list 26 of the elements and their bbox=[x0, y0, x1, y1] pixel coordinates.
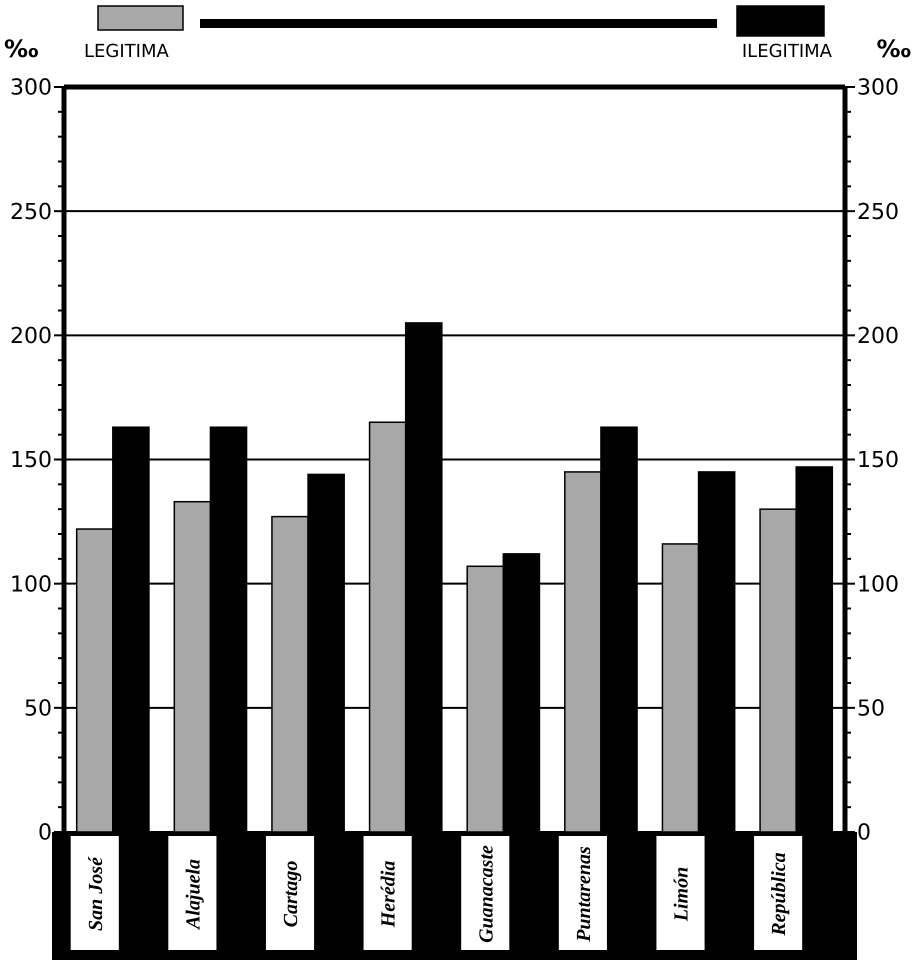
x-tick-label: San José bbox=[84, 856, 107, 931]
x-tick-label: Puntarenas bbox=[572, 846, 595, 943]
y-tick-label: 300 bbox=[10, 76, 52, 101]
y-tick-label: 0 bbox=[38, 820, 52, 846]
y2-tick-label: 50 bbox=[857, 696, 885, 722]
y2-tick-label: 300 bbox=[857, 76, 899, 101]
y-tick-label: 200 bbox=[10, 324, 52, 350]
legend-label: ILEGITIMA bbox=[742, 41, 833, 62]
x-tick-label: Herédia bbox=[378, 860, 400, 928]
x-tick-label: República bbox=[768, 852, 790, 937]
y-axis-title: ‰ bbox=[4, 35, 39, 63]
y2-tick-label: 0 bbox=[857, 820, 871, 846]
y2-tick-label: 100 bbox=[857, 572, 899, 598]
x-tick-label: Alajuela bbox=[182, 858, 204, 932]
y-tick-label: 150 bbox=[10, 448, 52, 474]
y2-tick-label: 150 bbox=[857, 448, 899, 474]
y-tick-label: 250 bbox=[10, 200, 52, 225]
legend-label: LEGITIMA bbox=[84, 41, 170, 62]
x-tick-label: Cartago bbox=[280, 860, 302, 928]
y2-axis-title: ‰ bbox=[876, 35, 912, 63]
y2-tick-label: 250 bbox=[857, 200, 899, 225]
x-tick-label: Limón bbox=[670, 866, 692, 922]
y-tick-label: 100 bbox=[10, 572, 52, 598]
y2-tick-label: 200 bbox=[857, 324, 899, 350]
x-tick-label: Guanacaste bbox=[475, 844, 498, 943]
y-tick-label: 50 bbox=[24, 696, 52, 722]
